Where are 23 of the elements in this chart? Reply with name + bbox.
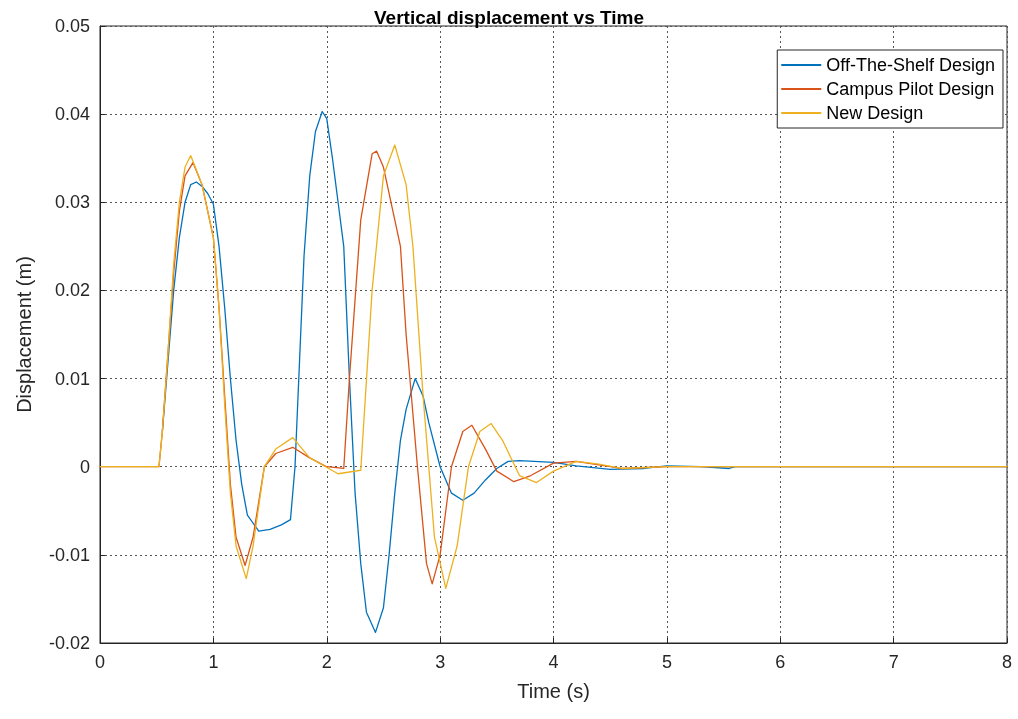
x-tick-label: 1 xyxy=(208,652,219,672)
y-tick-label: 0.03 xyxy=(54,192,90,213)
y-tick-label: -0.02 xyxy=(48,633,90,653)
y-tick-label: 0.02 xyxy=(54,280,90,301)
x-tick-label: 2 xyxy=(321,652,332,672)
x-tick-label: 6 xyxy=(775,652,786,672)
y-tick-label: 0 xyxy=(79,456,90,477)
legend-label: Off-The-Shelf Design xyxy=(826,55,996,75)
y-tick-label: 0.01 xyxy=(54,368,90,389)
x-tick-label: 0 xyxy=(94,652,106,672)
legend-label: Campus Pilot Design xyxy=(826,79,995,99)
y-tick-label: -0.01 xyxy=(48,544,90,565)
x-axis-title: Time (s) xyxy=(517,680,590,702)
x-tick-label: 8 xyxy=(1001,652,1013,672)
chart-title: Vertical displacement vs Time xyxy=(373,7,645,28)
y-tick-label: 0.04 xyxy=(54,104,90,125)
x-tick-label: 5 xyxy=(661,652,672,672)
y-tick-label: 0.05 xyxy=(54,16,90,36)
legend-label: New Design xyxy=(826,103,924,123)
y-axis-title: Displacement (m) xyxy=(13,256,35,413)
x-tick-label: 3 xyxy=(435,652,446,672)
x-tick-label: 4 xyxy=(548,652,559,672)
x-tick-label: 7 xyxy=(888,652,899,672)
